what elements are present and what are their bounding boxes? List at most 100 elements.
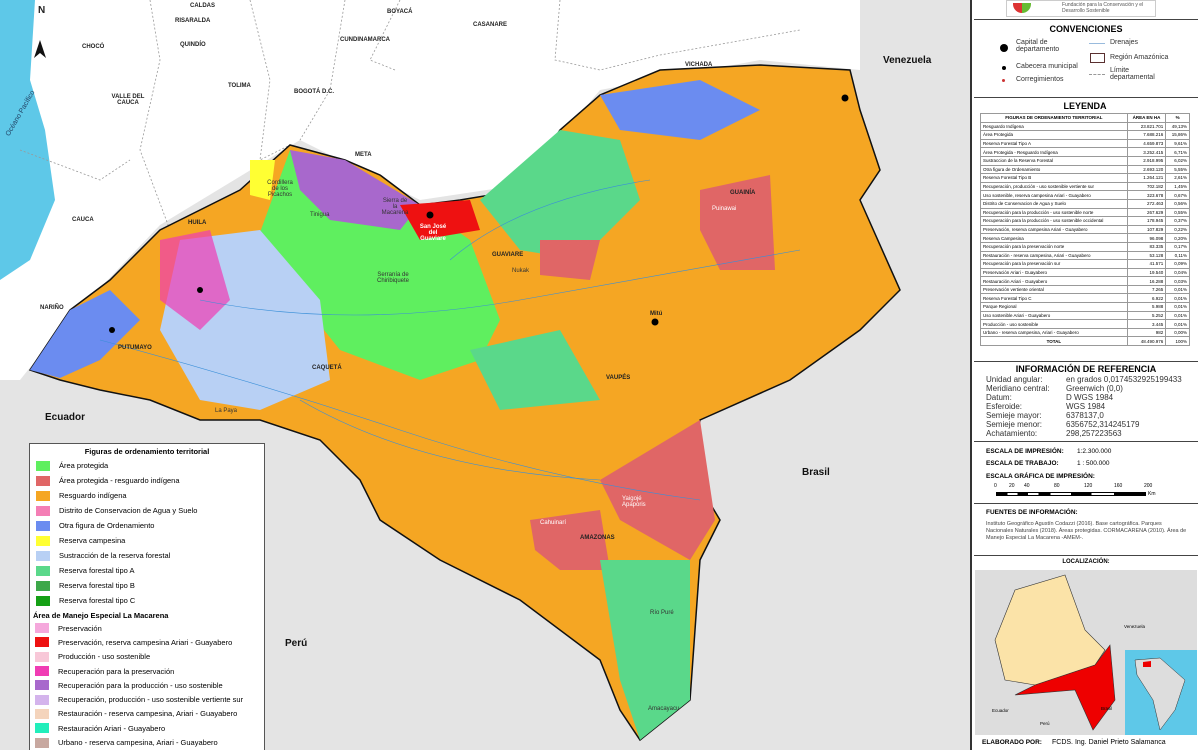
legend-label: Reserva campesina [59, 536, 126, 545]
corregimiento-symbol-icon [1002, 79, 1005, 82]
scale-unit: Km [1148, 491, 1156, 497]
department-label: BOGOTÁ D.C. [294, 89, 334, 95]
reference-row: Semieje mayor: 6378137,0 [974, 411, 1198, 420]
legend-swatch [36, 580, 50, 591]
figure-name: Restauración Ariari - Guayabero [980, 276, 1128, 286]
table-row: Sustraccion de la Reserva Forestal 2.918.… [980, 155, 1190, 166]
legend-label: Área protegida - resguardo indígena [59, 476, 180, 485]
legend-swatch [35, 723, 49, 734]
location-label: Ecuador [992, 708, 1009, 713]
total-label: TOTAL [980, 336, 1128, 347]
department-label: NARIÑO [40, 305, 64, 311]
figure-name: Producción - uso sostenible [980, 319, 1128, 329]
percent: 49,13% [1165, 121, 1190, 132]
conventions-section: CONVENCIONES Capital de departamento Cab… [974, 20, 1198, 98]
percent: 6,02% [1165, 155, 1190, 166]
figure-name: Área Protegida - Resguardo Indígena [980, 147, 1128, 157]
location-label: Brasil [1101, 706, 1113, 711]
legend-item: Recuperación, producción - uso sostenibl… [30, 692, 264, 706]
table-row: Reserva Forestal Tipo A 4.659.873 9,61% [980, 138, 1190, 149]
legend-swatch [36, 475, 50, 486]
legend-label: Reserva forestal tipo B [59, 581, 135, 590]
figure-name: Recuperación para la preservación sur [980, 259, 1128, 269]
legend-item: Otra figura de Ordenamiento [30, 518, 264, 533]
percent: 0,56% [1165, 198, 1190, 209]
percent: 0,01% [1165, 302, 1190, 312]
legend-item: Reserva forestal tipo C [30, 593, 264, 608]
reference-row: Esferoide: WGS 1984 [974, 402, 1198, 411]
scale-section: ESCALA DE IMPRESIÓN: 1:2.300.000 ESCALA … [974, 442, 1198, 504]
table-row: Recuperación, producción - uso sostenibl… [980, 181, 1190, 192]
percent: 0,20% [1165, 233, 1190, 243]
drainage-symbol-icon [1089, 43, 1105, 46]
location-title: LOCALIZACIÓN: [1062, 559, 1110, 565]
legend-label: Restauración Ariari - Guayabero [58, 723, 166, 733]
department-label: GUAVIARE [492, 252, 524, 258]
area-ha: 5.252 [1126, 310, 1167, 321]
legend-swatch [36, 520, 50, 531]
legend-item: Área protegida - resguardo indígena [30, 473, 264, 488]
department-label: CAUCA [72, 217, 94, 223]
legend-label: Recuperación, producción - uso sostenibl… [58, 695, 244, 705]
department-label: VICHADA [685, 62, 713, 68]
country-label: Ecuador [45, 412, 86, 423]
scale-tick: 160 [1114, 483, 1123, 489]
boundary-symbol-icon [1089, 74, 1105, 75]
scale-tick: 20 [1009, 483, 1015, 489]
convention-label: Límite departamental [1110, 67, 1155, 81]
legend-swatch [35, 708, 49, 719]
table-row: Área Protegida - Resguardo Indígena 3.252… [980, 147, 1190, 157]
area-ha: 267.629 [1126, 207, 1167, 218]
area-ha: 16.288 [1126, 276, 1167, 286]
table-row: Resguardo Indígena 23.821.701 49,13% [980, 121, 1190, 132]
place-label: Sierra de la Macarena [381, 198, 409, 216]
legend-item: Reserva campesina [30, 533, 264, 548]
figure-name: Urbano - reserva campesina, Ariari - Gua… [980, 327, 1128, 338]
amem-title: Área de Manejo Especial La Macarena [33, 611, 169, 620]
conventions-title: CONVENCIONES [1049, 24, 1123, 34]
work-scale-value: 1 : 500.000 [1077, 460, 1110, 467]
legend-label: Urbano - reserva campesina, Ariari - Gua… [58, 738, 218, 748]
place-label: Cordillera de los Picachos [267, 180, 293, 198]
legend-label: Área protegida [59, 461, 109, 470]
location-label: Venezuela [1124, 624, 1146, 629]
percent: 0,03% [1165, 276, 1190, 286]
legend-label: Resguardo indígena [59, 491, 127, 500]
table-row: Preservación vertiente oriental 7.265 0,01… [980, 284, 1190, 295]
legend-item: Área protegida [30, 458, 264, 473]
figure-name: Reserva Forestal Tipo B [980, 173, 1128, 183]
total-area: 48.490.976 [1126, 336, 1167, 347]
figure-name: Recuperación para la preservación norte [980, 241, 1128, 252]
department-label: CUNDINAMARCA [340, 37, 390, 43]
total-percent: 100% [1165, 336, 1190, 347]
percent: 0,11% [1165, 250, 1190, 261]
place-label: San José del Guaviare [419, 224, 447, 242]
convention-label: Cabecera municipal [1016, 63, 1078, 70]
area-ha: 3.252.415 [1126, 147, 1167, 157]
department-label: VAUPÉS [606, 375, 631, 381]
scale-tick: 200 [1144, 483, 1153, 489]
legend-label: Reserva forestal tipo C [59, 596, 136, 605]
percent: 0,01% [1165, 319, 1190, 329]
legend-title: Figuras de ordenamiento territorial [84, 447, 210, 456]
area-ha: 23.821.701 [1126, 121, 1167, 132]
figure-name: Uso sostenible, reserva campesina Ariari… [980, 190, 1128, 200]
legend-swatch [35, 666, 49, 677]
place-label: Nukak [512, 268, 530, 274]
table-row: Recuperación para la preservación norte 8… [980, 241, 1190, 252]
area-ha: 96.098 [1126, 233, 1167, 243]
area-ha: 107.829 [1126, 224, 1167, 235]
credits-label: ELABORADO POR: [982, 739, 1042, 746]
legend-label: Producción - uso sostenible [58, 652, 151, 662]
work-scale-label: ESCALA DE TRABAJO: [986, 460, 1059, 467]
map-canvas[interactable]: N CALDAS RISARALDA QUINDÍO CHOCÓ BOYACÁ … [0, 0, 970, 750]
capital-markers [109, 94, 849, 333]
figure-name: Otra figura de Ordenamiento [980, 164, 1128, 175]
table-row: Reserva Forestal Tipo B 1.264.121 2,61% [980, 173, 1190, 183]
percent: 0,09% [1165, 259, 1190, 269]
reference-key: Semieje menor: [986, 420, 1043, 429]
legend-swatch [36, 565, 50, 576]
table-header: ÁREA EN HA [1126, 113, 1167, 123]
reference-value: WGS 1984 [1066, 402, 1106, 411]
table-row: Recuperación para la producción - uso so… [980, 207, 1190, 218]
